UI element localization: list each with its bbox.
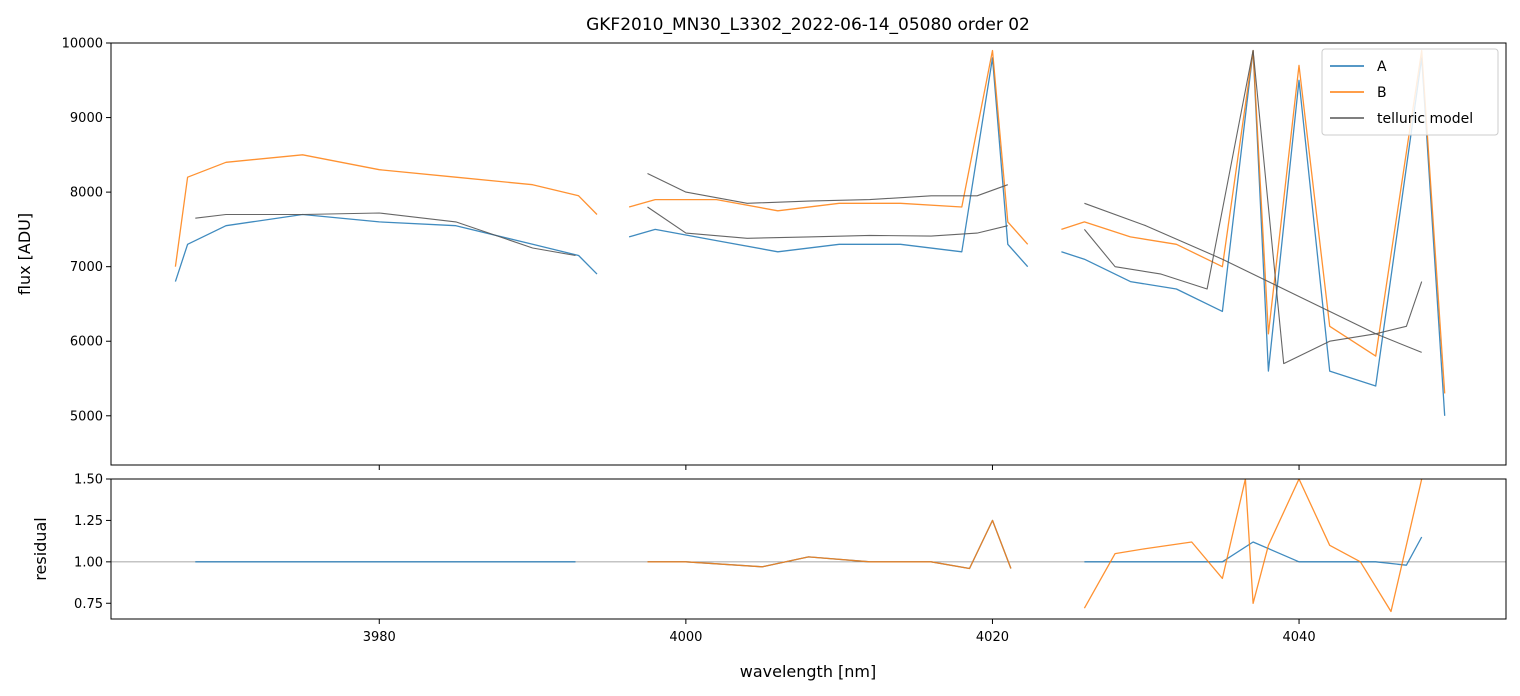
spectrum-y-tick-label-3: 8000 <box>70 186 103 201</box>
legend-label-telluric: telluric model <box>1377 111 1473 127</box>
spectrum-series-telluric-model-segment-2 <box>647 206 1008 239</box>
spectrum-x-axis <box>378 465 1300 470</box>
residual-series-b-segment-2 <box>1083 479 1423 613</box>
legend-label-a: A <box>1377 59 1387 75</box>
spectrum-y-tick-label-0: 5000 <box>70 409 103 424</box>
residual-y-tick-label-0: 0.75 <box>74 597 103 612</box>
spectrum-series-telluric-model-segment-3 <box>647 173 1008 204</box>
legend: A B telluric model <box>1321 48 1499 136</box>
residual-series-group <box>195 479 1423 613</box>
spectrum-series-b-segment-2 <box>628 49 1029 245</box>
residual-y-label: residual <box>31 517 50 580</box>
spectrum-series-a-segment-2 <box>628 57 1029 268</box>
spectrum-series-b-segment-3 <box>1061 49 1446 394</box>
residual-y-tick-label-1: 1.00 <box>74 555 103 570</box>
x-axis-label: wavelength [nm] <box>740 662 877 681</box>
spectrum-series-telluric-model-segment-4 <box>1084 202 1422 353</box>
spectrum-y-axis: 5000 6000 7000 8000 9000 10000 <box>62 37 111 424</box>
residual-x-axis: 3980 4000 4020 4040 <box>363 619 1316 645</box>
residual-x-tick-label-0: 3980 <box>363 630 396 645</box>
spectrum-series-group <box>174 49 1446 416</box>
spectrum-panel: 5000 6000 7000 8000 9000 10000 flux [ADU] A B… <box>15 37 1507 470</box>
residual-series-a-segment-2 <box>647 519 1012 570</box>
spectrum-y-tick-label-4: 9000 <box>70 111 103 126</box>
residual-y-tick-label-3: 1.50 <box>74 473 103 488</box>
spectrum-series-a-segment-1 <box>174 213 598 282</box>
spectrum-y-label: flux [ADU] <box>15 213 34 295</box>
spectrum-series-b-segment-1 <box>174 154 598 267</box>
spectrum-y-tick-label-1: 6000 <box>70 335 103 350</box>
residual-panel: 0.75 1.00 1.25 1.50 3980 4000 4020 4040 residu… <box>31 473 1507 681</box>
legend-box <box>1321 48 1499 136</box>
residual-frame <box>110 478 1507 620</box>
residual-series-b-segment-1 <box>647 519 1012 570</box>
residual-x-tick-label-1: 4000 <box>669 630 702 645</box>
spectrum-series-telluric-model-segment-1 <box>195 212 576 257</box>
spectrum-frame <box>110 42 1507 466</box>
spectrum-series-telluric-model-segment-5 <box>1083 49 1423 365</box>
residual-y-axis: 0.75 1.00 1.25 1.50 <box>74 473 111 612</box>
chart-title: GKF2010_MN30_L3302_2022-06-14_05080 orde… <box>586 15 1030 35</box>
spectrum-y-tick-label-5: 10000 <box>62 37 103 52</box>
residual-y-tick-label-2: 1.25 <box>74 514 103 529</box>
legend-label-b: B <box>1377 85 1387 101</box>
spectrum-y-tick-label-2: 7000 <box>70 260 103 275</box>
residual-x-tick-label-2: 4020 <box>976 630 1009 645</box>
residual-x-tick-label-3: 4040 <box>1283 630 1316 645</box>
residual-series-a-segment-3 <box>1084 536 1423 566</box>
spectrum-series-a-segment-3 <box>1061 49 1446 416</box>
